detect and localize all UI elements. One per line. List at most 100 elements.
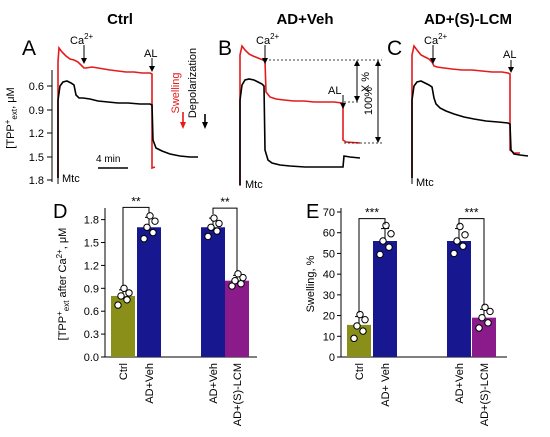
data-point <box>215 219 223 228</box>
data-point <box>475 324 483 332</box>
hundred-pct-label: 100% <box>363 87 375 115</box>
trace-y-tick-label: 1.8 <box>29 175 44 187</box>
panel-letter-d: D <box>53 201 67 223</box>
data-point <box>237 280 245 288</box>
y-tick-label: 0.3 <box>84 329 99 341</box>
data-point <box>151 217 159 225</box>
data-point <box>456 222 464 231</box>
panel-title-ctrl: Ctrl <box>107 11 133 28</box>
ca-arrowhead-a <box>81 58 87 64</box>
significance-bracket <box>122 206 150 286</box>
panel-letter-b: B <box>218 37 232 60</box>
y-tick-label: 0 <box>329 352 335 364</box>
trace-y-tick-label: 1.2 <box>29 128 44 140</box>
y-tick-label: 1.8 <box>84 215 99 227</box>
swelling-arrowhead <box>180 122 186 129</box>
data-point <box>213 227 221 235</box>
data-point <box>382 221 390 230</box>
y-axis-label: Swelling, % <box>305 255 317 312</box>
y-axis-label-part: [TPP <box>57 316 69 340</box>
ca-label-a: Ca2+ <box>70 32 94 47</box>
trace-y-tick-label: 0.6 <box>29 81 44 93</box>
bar <box>472 317 496 357</box>
y-axis-label-part: + <box>55 311 64 316</box>
bar <box>447 241 471 357</box>
swelling-label: Swelling <box>170 73 182 114</box>
data-point <box>481 303 489 311</box>
ca-label-b: Ca2+ <box>256 32 280 47</box>
y-axis-label-part: , μM <box>57 228 69 250</box>
data-point <box>486 307 494 316</box>
al-label-c: AL <box>503 49 516 61</box>
y-tick-label: 50 <box>323 248 335 260</box>
y-tick-label: 0.0 <box>84 352 99 364</box>
x-category-label: AD+Veh <box>208 363 220 404</box>
depolarization-arrowhead <box>202 122 208 129</box>
significance-label: ** <box>220 195 230 209</box>
bar <box>137 227 161 357</box>
trace-panels: A B C Ctrl AD+Veh AD+(S)-LCM [TPP+ext, μ… <box>3 11 529 191</box>
data-point <box>207 223 215 231</box>
chart-d: 0.0 0.3 0.6 0.9 1.2 1.5 1.8 Ctrl AD+Veh AD+Veh AD+… <box>55 194 257 426</box>
bar <box>201 227 225 357</box>
al-arrowhead-b <box>340 103 346 109</box>
trace-black-ctrl <box>57 80 198 178</box>
data-point <box>143 223 151 231</box>
al-arrowhead-a <box>149 66 155 72</box>
data-point <box>453 237 461 245</box>
y-tick-label: 10 <box>323 331 335 343</box>
significance-label: *** <box>464 206 478 220</box>
data-point <box>356 310 364 319</box>
mtc-label-c: Mtc <box>416 177 434 189</box>
data-point <box>376 250 384 259</box>
data-point <box>146 212 154 220</box>
al-label-b: AL <box>328 85 341 97</box>
data-point <box>204 232 212 241</box>
data-point <box>140 235 148 243</box>
significance-bracket <box>212 207 238 272</box>
data-point <box>459 242 467 250</box>
x-category-label: AD+ Veh <box>380 363 392 407</box>
x-pct-label: X % <box>360 72 372 92</box>
data-point <box>125 289 133 297</box>
x-category-label: AD+Veh <box>454 363 466 404</box>
mtc-label-a: Mtc <box>62 173 80 185</box>
bar <box>225 280 249 357</box>
al-label-a: AL <box>144 48 157 60</box>
data-point <box>361 316 369 324</box>
significance-label: *** <box>365 206 379 220</box>
x-category-label: AD+Veh <box>144 363 156 404</box>
y-tick-label: 0.6 <box>84 306 99 318</box>
ca-arrowhead-b <box>262 58 268 64</box>
data-point <box>239 273 247 282</box>
panel-title-ad-lcm: AD+(S)-LCM <box>424 11 512 28</box>
y-tick-label: 1.5 <box>84 238 99 250</box>
data-point <box>379 237 387 245</box>
panel-letter-a: A <box>22 37 36 60</box>
panel-letter-c: C <box>387 37 402 60</box>
y-axis-label-part: after Ca <box>57 258 69 301</box>
data-point <box>484 319 492 327</box>
y-tick-label: 30 <box>323 290 335 302</box>
ca-arrowhead-c <box>430 58 436 64</box>
panel-title-ad-veh: AD+Veh <box>276 11 333 28</box>
trace-black-ad-lcm <box>411 80 529 178</box>
y-tick-label: 20 <box>323 311 335 323</box>
x-category-label: Ctrl <box>118 363 130 380</box>
ca-label-c: Ca2+ <box>424 32 448 47</box>
data-point <box>114 301 122 309</box>
y-tick-label: 60 <box>323 228 335 240</box>
trace-y-tick-label: 0.9 <box>29 105 44 117</box>
significance-label: ** <box>131 194 141 208</box>
x-category-label: AD+(S)-LCM <box>479 363 491 426</box>
y-tick-label: 0.9 <box>84 283 99 295</box>
data-point <box>210 214 218 222</box>
y-tick-label: 1.2 <box>84 260 99 272</box>
data-point <box>231 276 239 285</box>
trace-red-ctrl <box>57 45 156 178</box>
data-point <box>353 322 361 330</box>
bar <box>373 241 397 357</box>
data-point <box>120 284 128 293</box>
y-tick-label: 70 <box>323 207 335 219</box>
